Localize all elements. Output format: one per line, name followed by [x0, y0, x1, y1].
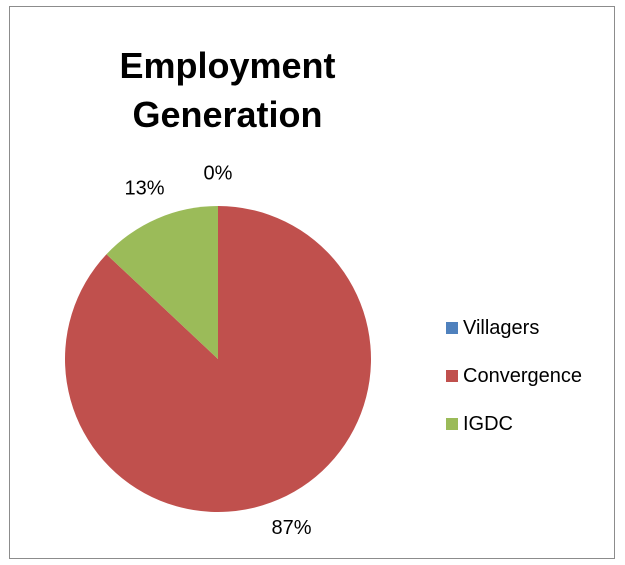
- legend-swatch-convergence: [446, 370, 458, 382]
- data-label-villagers: 0%: [204, 162, 233, 184]
- pie-chart: 0% 87% 13%: [65, 162, 372, 539]
- pie-slice-igdc: [106, 206, 218, 359]
- chart-frame: Employment Generation 0% 87% 13% Villagers…: [9, 6, 615, 559]
- data-label-convergence: 87%: [271, 517, 311, 539]
- chart-title: Employment Generation: [19, 41, 436, 139]
- legend-label-igdc: IGDC: [463, 412, 513, 435]
- chart-title-line-2: Generation: [132, 94, 323, 135]
- legend-item-villagers: Villagers: [446, 304, 582, 352]
- legend-item-convergence: Convergence: [446, 352, 582, 400]
- legend-item-igdc: IGDC: [446, 400, 582, 448]
- legend-swatch-villagers: [446, 322, 458, 334]
- chart-legend: Villagers Convergence IGDC: [446, 304, 582, 448]
- legend-label-villagers: Villagers: [463, 316, 540, 339]
- chart-title-line-1: Employment: [119, 45, 336, 86]
- legend-label-convergence: Convergence: [463, 364, 582, 387]
- legend-swatch-igdc: [446, 418, 458, 430]
- data-label-igdc: 13%: [125, 177, 165, 199]
